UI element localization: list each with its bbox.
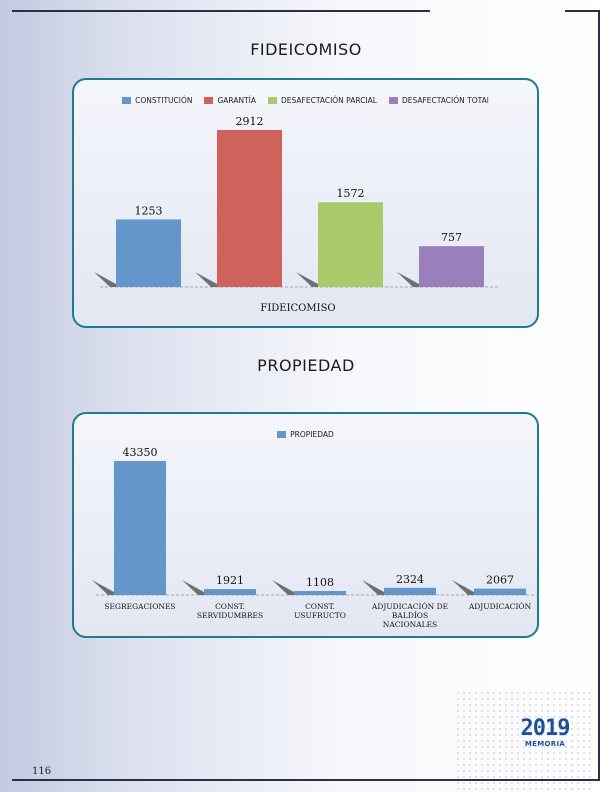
bar-shadow <box>271 579 294 595</box>
category-label: USUFRUCTO <box>294 611 346 620</box>
frame-right-line <box>598 10 600 780</box>
legend-swatch-blue <box>122 97 132 104</box>
legend-item-desafectacion-total: DESAFECTACIÓN TOTAl <box>388 96 489 105</box>
bar <box>293 590 346 595</box>
bar <box>317 201 383 287</box>
page-number: 116 <box>32 766 52 777</box>
fideicomiso-legend: CONSTITUCIÓN GARANTÍA DESAFECTACIÓN PARC… <box>74 96 537 105</box>
data-label: 1253 <box>134 204 162 217</box>
category-label: BALDÍOS <box>391 611 427 620</box>
legend-item-propiedad: PROPIEDAD <box>277 430 334 439</box>
bar-shadow <box>91 579 114 595</box>
logo-year: 2019 <box>520 716 571 741</box>
bar-shadow <box>93 271 116 287</box>
memoria-logo: 2019 MEMORIA <box>520 716 571 749</box>
x-axis-label: FIDEICOMISO <box>260 303 335 314</box>
fideicomiso-bar-chart: 1253 2912 1572 757 FIDEICOMISO <box>93 115 500 314</box>
decorative-dot-pattern <box>455 690 595 790</box>
legend-swatch-purple <box>388 97 398 104</box>
category-label: ADJUDICACIÓN <box>467 602 531 611</box>
legend-label: PROPIEDAD <box>290 430 334 439</box>
propiedad-legend: PROPIEDAD <box>74 430 537 439</box>
bar-shadow <box>451 579 474 595</box>
frame-top-right-line <box>565 10 599 12</box>
bar-shadow <box>181 579 204 595</box>
category-label: SEGREGACIONES <box>104 602 175 611</box>
legend-label: GARANTÍA <box>217 96 256 105</box>
data-label: 2067 <box>486 573 514 586</box>
legend-item-desafectacion-parcial: DESAFECTACIÓN PARCIAL <box>268 96 377 105</box>
data-label: 757 <box>441 231 462 244</box>
data-label: 1921 <box>216 574 244 587</box>
frame-bottom-line <box>12 779 600 781</box>
data-label: 43350 <box>122 446 157 459</box>
category-label: ADJUDICACIÓN DE <box>370 602 447 611</box>
bar <box>383 587 436 595</box>
bar-shadow <box>361 579 384 595</box>
legend-item-constitucion: CONSTITUCIÓN <box>122 96 192 105</box>
data-label: 2324 <box>396 572 424 585</box>
bar <box>113 460 166 595</box>
fideicomiso-section-title: FIDEICOMISO <box>250 40 362 59</box>
bar-shadow <box>194 271 217 287</box>
fideicomiso-chart-panel: CONSTITUCIÓN GARANTÍA DESAFECTACIÓN PARC… <box>72 78 539 328</box>
legend-swatch-red <box>204 97 214 104</box>
category-label: CONST. <box>215 602 245 611</box>
bar-shadow <box>295 271 318 287</box>
legend-label: DESAFECTACIÓN TOTAl <box>401 96 489 105</box>
category-label: NACIONALES <box>382 620 436 629</box>
legend-swatch-green <box>268 97 277 104</box>
data-label: 1108 <box>306 576 334 589</box>
legend-swatch-blue <box>277 431 287 438</box>
propiedad-bar-chart: 43350SEGREGACIONES1921CONST.SERVIDUMBRES… <box>91 446 539 629</box>
legend-label: CONSTITUCIÓN <box>135 96 193 105</box>
legend-item-garantia: GARANTÍA <box>204 96 256 105</box>
bar-shadow <box>396 271 419 287</box>
bar <box>473 588 526 595</box>
bar <box>115 218 181 287</box>
bar <box>216 129 282 287</box>
data-label: 1572 <box>336 187 364 200</box>
frame-top-left-line <box>12 10 430 12</box>
legend-label: DESAFECTACIÓN PARCIAL <box>281 96 377 105</box>
category-label: SERVIDUMBRES <box>196 611 262 620</box>
bar <box>418 245 484 287</box>
category-label: CONST. <box>305 602 335 611</box>
data-label: 2912 <box>235 115 263 128</box>
logo-word: MEMORIA <box>524 740 566 748</box>
propiedad-chart-panel: PROPIEDAD 43350 SEGREGACIONES 1921 CONST. SE… <box>72 412 539 638</box>
bar <box>203 588 256 595</box>
propiedad-section-title: PROPIEDAD <box>257 356 355 375</box>
